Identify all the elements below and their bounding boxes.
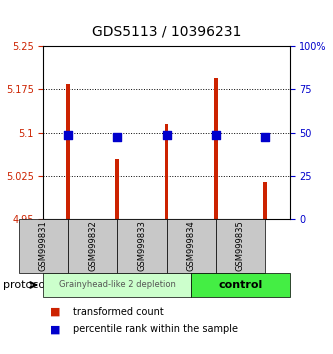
Bar (263, 182, 267, 219)
Point (115, 134, 120, 140)
Text: protocol: protocol (3, 280, 49, 290)
Text: GSM999832: GSM999832 (88, 221, 97, 272)
Point (213, 132, 218, 138)
Text: GDS5113 / 10396231: GDS5113 / 10396231 (92, 25, 241, 39)
Bar (214, 78, 218, 219)
Text: ■: ■ (50, 324, 61, 334)
Bar (165, 124, 168, 219)
Bar (66, 84, 70, 219)
Text: GSM999833: GSM999833 (137, 221, 147, 272)
Point (262, 134, 268, 140)
Text: GSM999831: GSM999831 (39, 221, 48, 272)
Text: GSM999834: GSM999834 (186, 221, 196, 272)
Text: control: control (218, 280, 262, 290)
Text: percentile rank within the sample: percentile rank within the sample (73, 324, 238, 334)
Text: Grainyhead-like 2 depletion: Grainyhead-like 2 depletion (59, 280, 175, 290)
Text: ■: ■ (50, 307, 61, 316)
Point (164, 132, 169, 138)
Bar (115, 159, 119, 219)
Text: GSM999835: GSM999835 (236, 221, 245, 272)
Text: transformed count: transformed count (73, 307, 164, 316)
Point (65, 132, 71, 138)
